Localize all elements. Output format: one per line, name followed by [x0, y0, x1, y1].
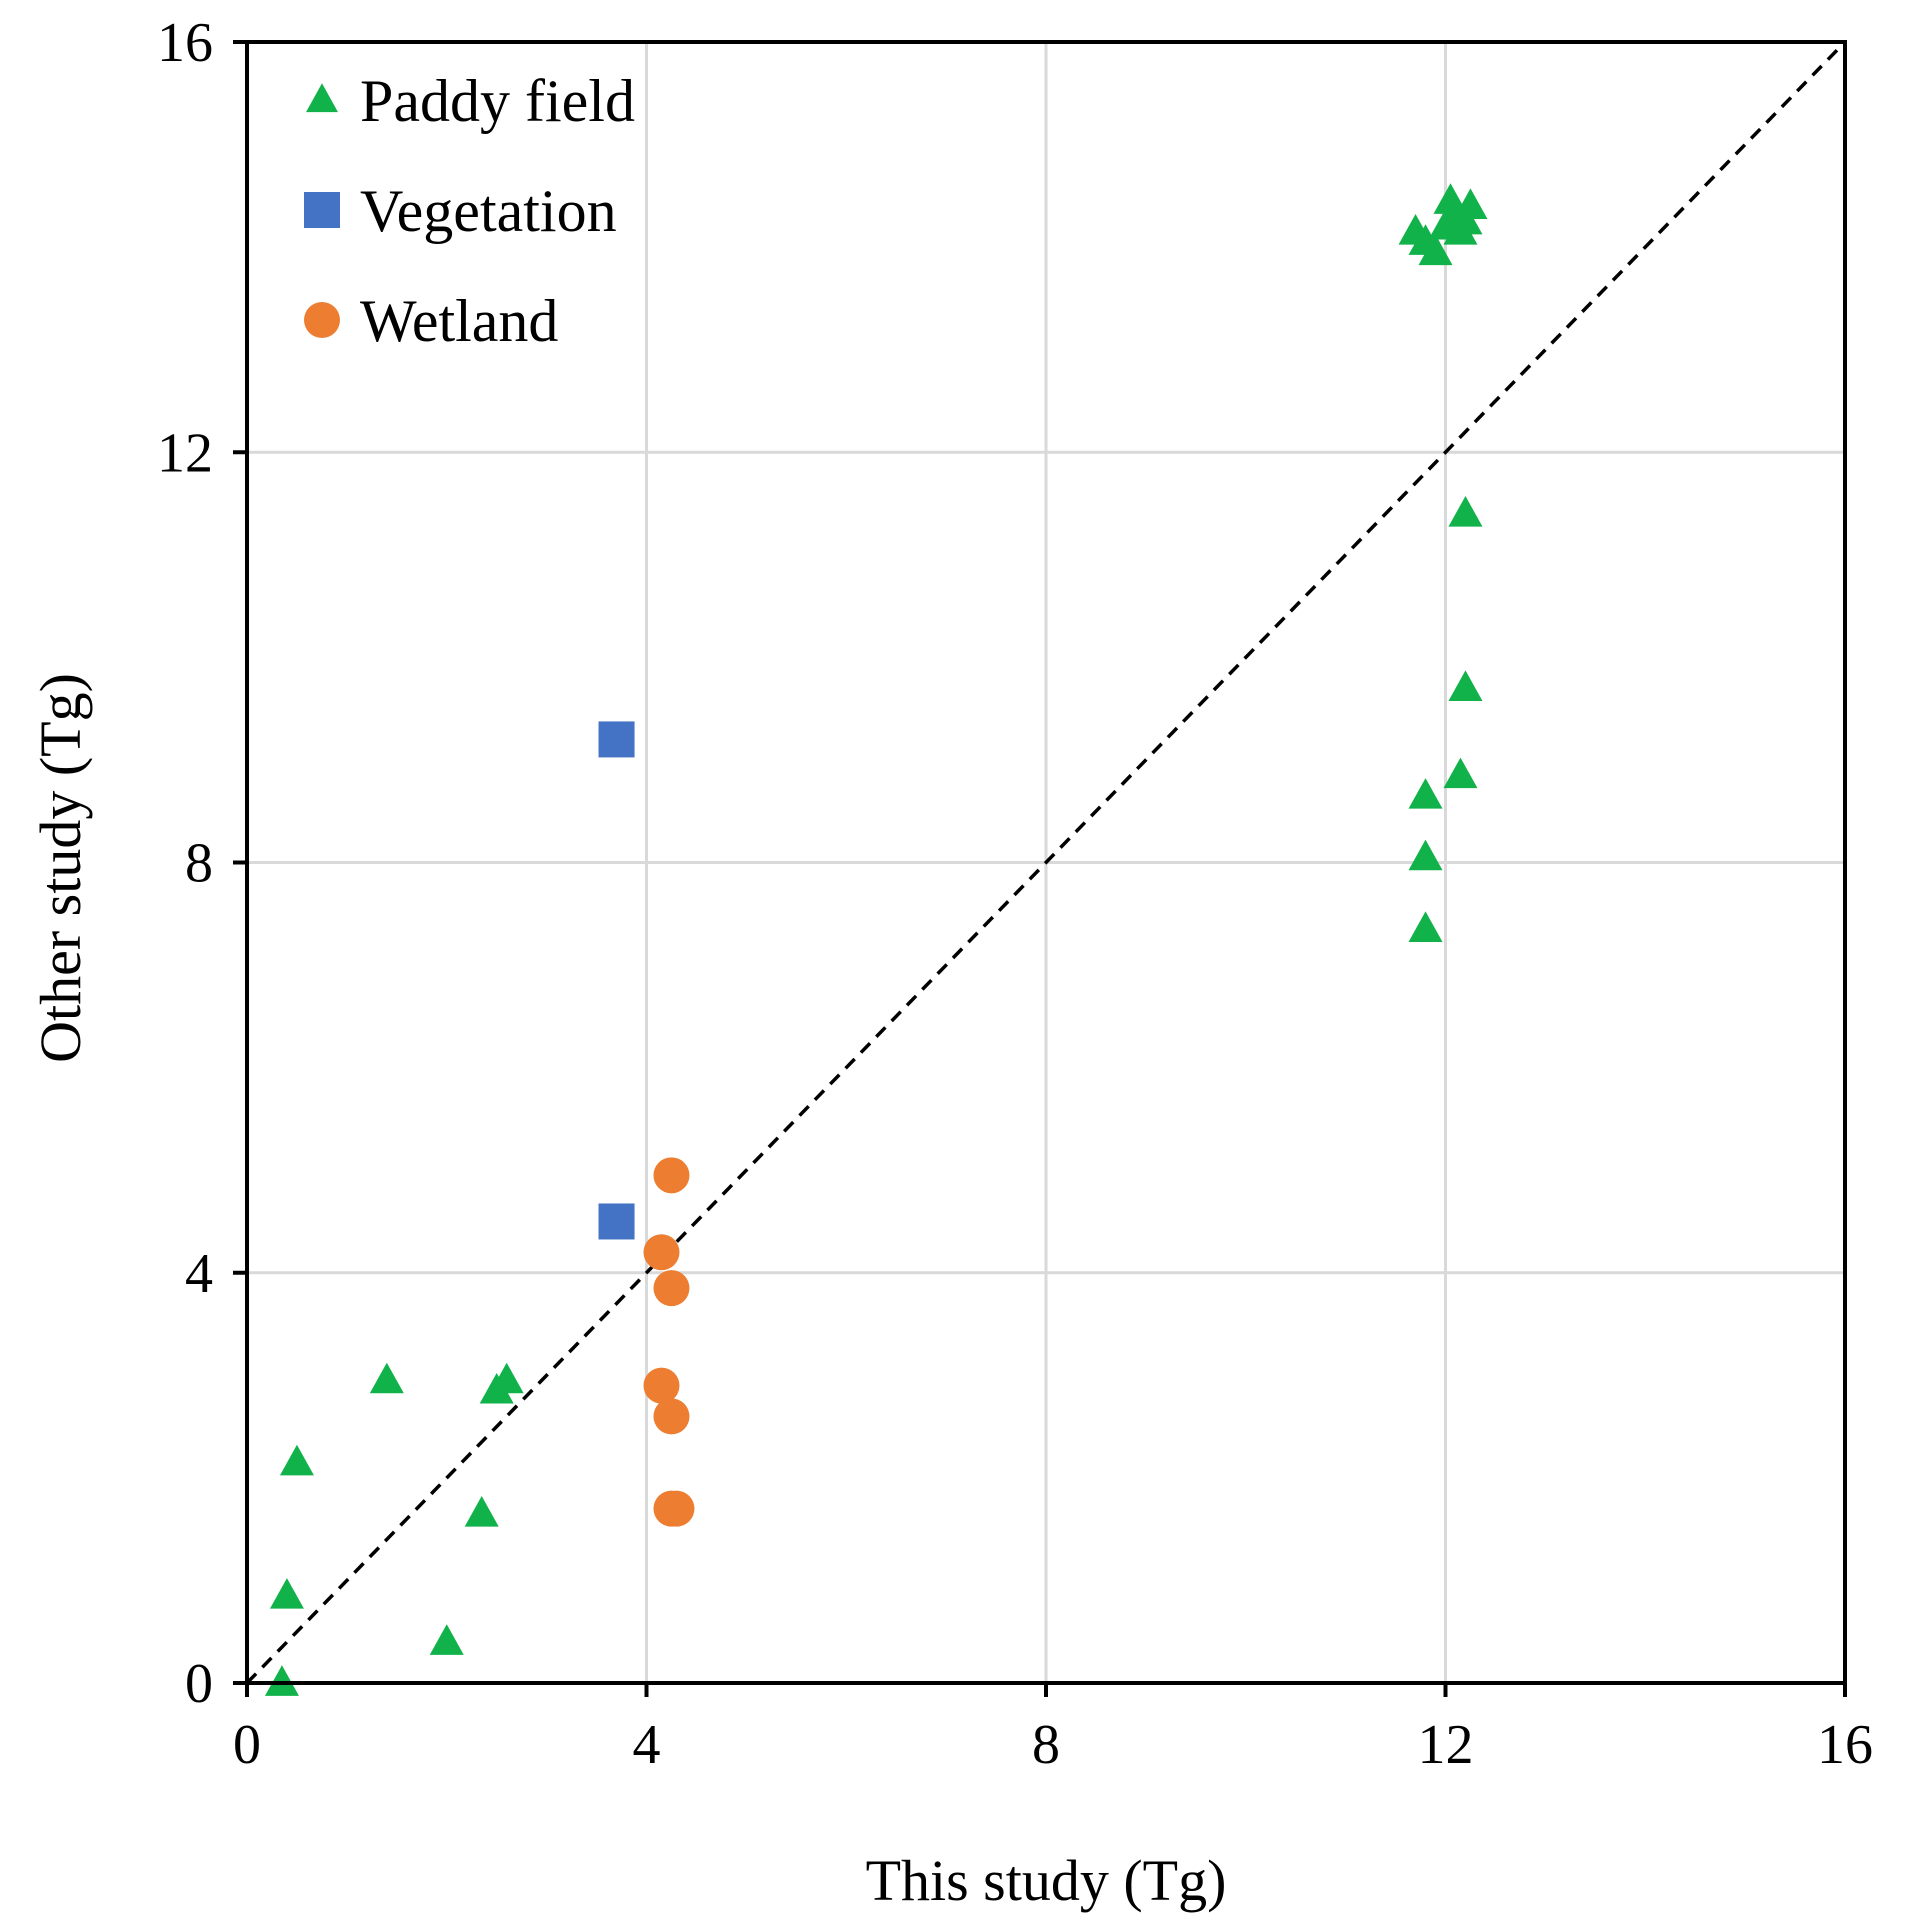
paddy-field-point [269, 1578, 304, 1609]
legend-label: Paddy field [360, 68, 635, 134]
wetland-point [653, 1157, 690, 1194]
paddy-field-point [1408, 839, 1443, 871]
paddy-field-point [464, 1496, 499, 1527]
vegetation-point [598, 1203, 635, 1240]
one-to-one-reference-line [245, 40, 1847, 1685]
legend-label: Wetland [360, 288, 558, 354]
vegetation-point [598, 721, 635, 758]
wetland-legend-marker [304, 302, 340, 338]
wetland-point [653, 1398, 690, 1435]
paddy-field-point [1418, 234, 1453, 266]
legend-item-wetland: Wetland [304, 288, 558, 354]
x-tick-label: 16 [1817, 1714, 1873, 1776]
y-tick-label: 12 [157, 422, 213, 484]
y-tick-label: 0 [185, 1653, 213, 1715]
legend: Paddy field Vegetation Wetland [304, 68, 635, 354]
axes [233, 40, 1847, 1697]
x-tick-label: 4 [633, 1714, 661, 1776]
paddy-field-point [489, 1362, 524, 1394]
paddy-field-point [279, 1444, 314, 1476]
tick-labels: 0 4 8 12 16 0 4 8 12 16 [157, 12, 1873, 1776]
legend-label: Vegetation [360, 178, 617, 244]
data-points [264, 183, 1488, 1696]
legend-item-vegetation: Vegetation [304, 178, 617, 244]
paddy-field-point [429, 1624, 464, 1655]
y-tick-label: 4 [185, 1243, 213, 1305]
paddy-field-point [264, 1665, 299, 1696]
x-tick-label: 8 [1032, 1714, 1060, 1776]
paddy-field-point [369, 1362, 404, 1394]
reference-line-layer [245, 40, 1847, 1685]
wetland-point [653, 1270, 690, 1307]
x-axis-title: This study (Tg) [866, 1848, 1227, 1913]
vegetation-legend-marker [304, 192, 340, 228]
x-tick-label: 0 [233, 1714, 261, 1776]
y-axis-title: Other study (Tg) [28, 673, 93, 1063]
wetland-point [643, 1367, 680, 1404]
paddy-field-point [1448, 496, 1483, 527]
legend-item-paddy-field: Paddy field [306, 68, 635, 134]
paddy-field-legend-marker [306, 83, 338, 113]
y-tick-label: 8 [185, 833, 213, 895]
wetland-point [643, 1234, 680, 1271]
paddy-field-point [1453, 188, 1488, 219]
wetland-point [658, 1490, 695, 1527]
paddy-field-point [1443, 757, 1478, 789]
x-tick-label: 12 [1418, 1714, 1474, 1776]
paddy-field-point [1448, 203, 1483, 235]
paddy-field-point [1448, 670, 1483, 701]
paddy-field-point [1408, 911, 1443, 943]
y-tick-label: 16 [157, 12, 213, 74]
paddy-field-point [1408, 778, 1443, 809]
